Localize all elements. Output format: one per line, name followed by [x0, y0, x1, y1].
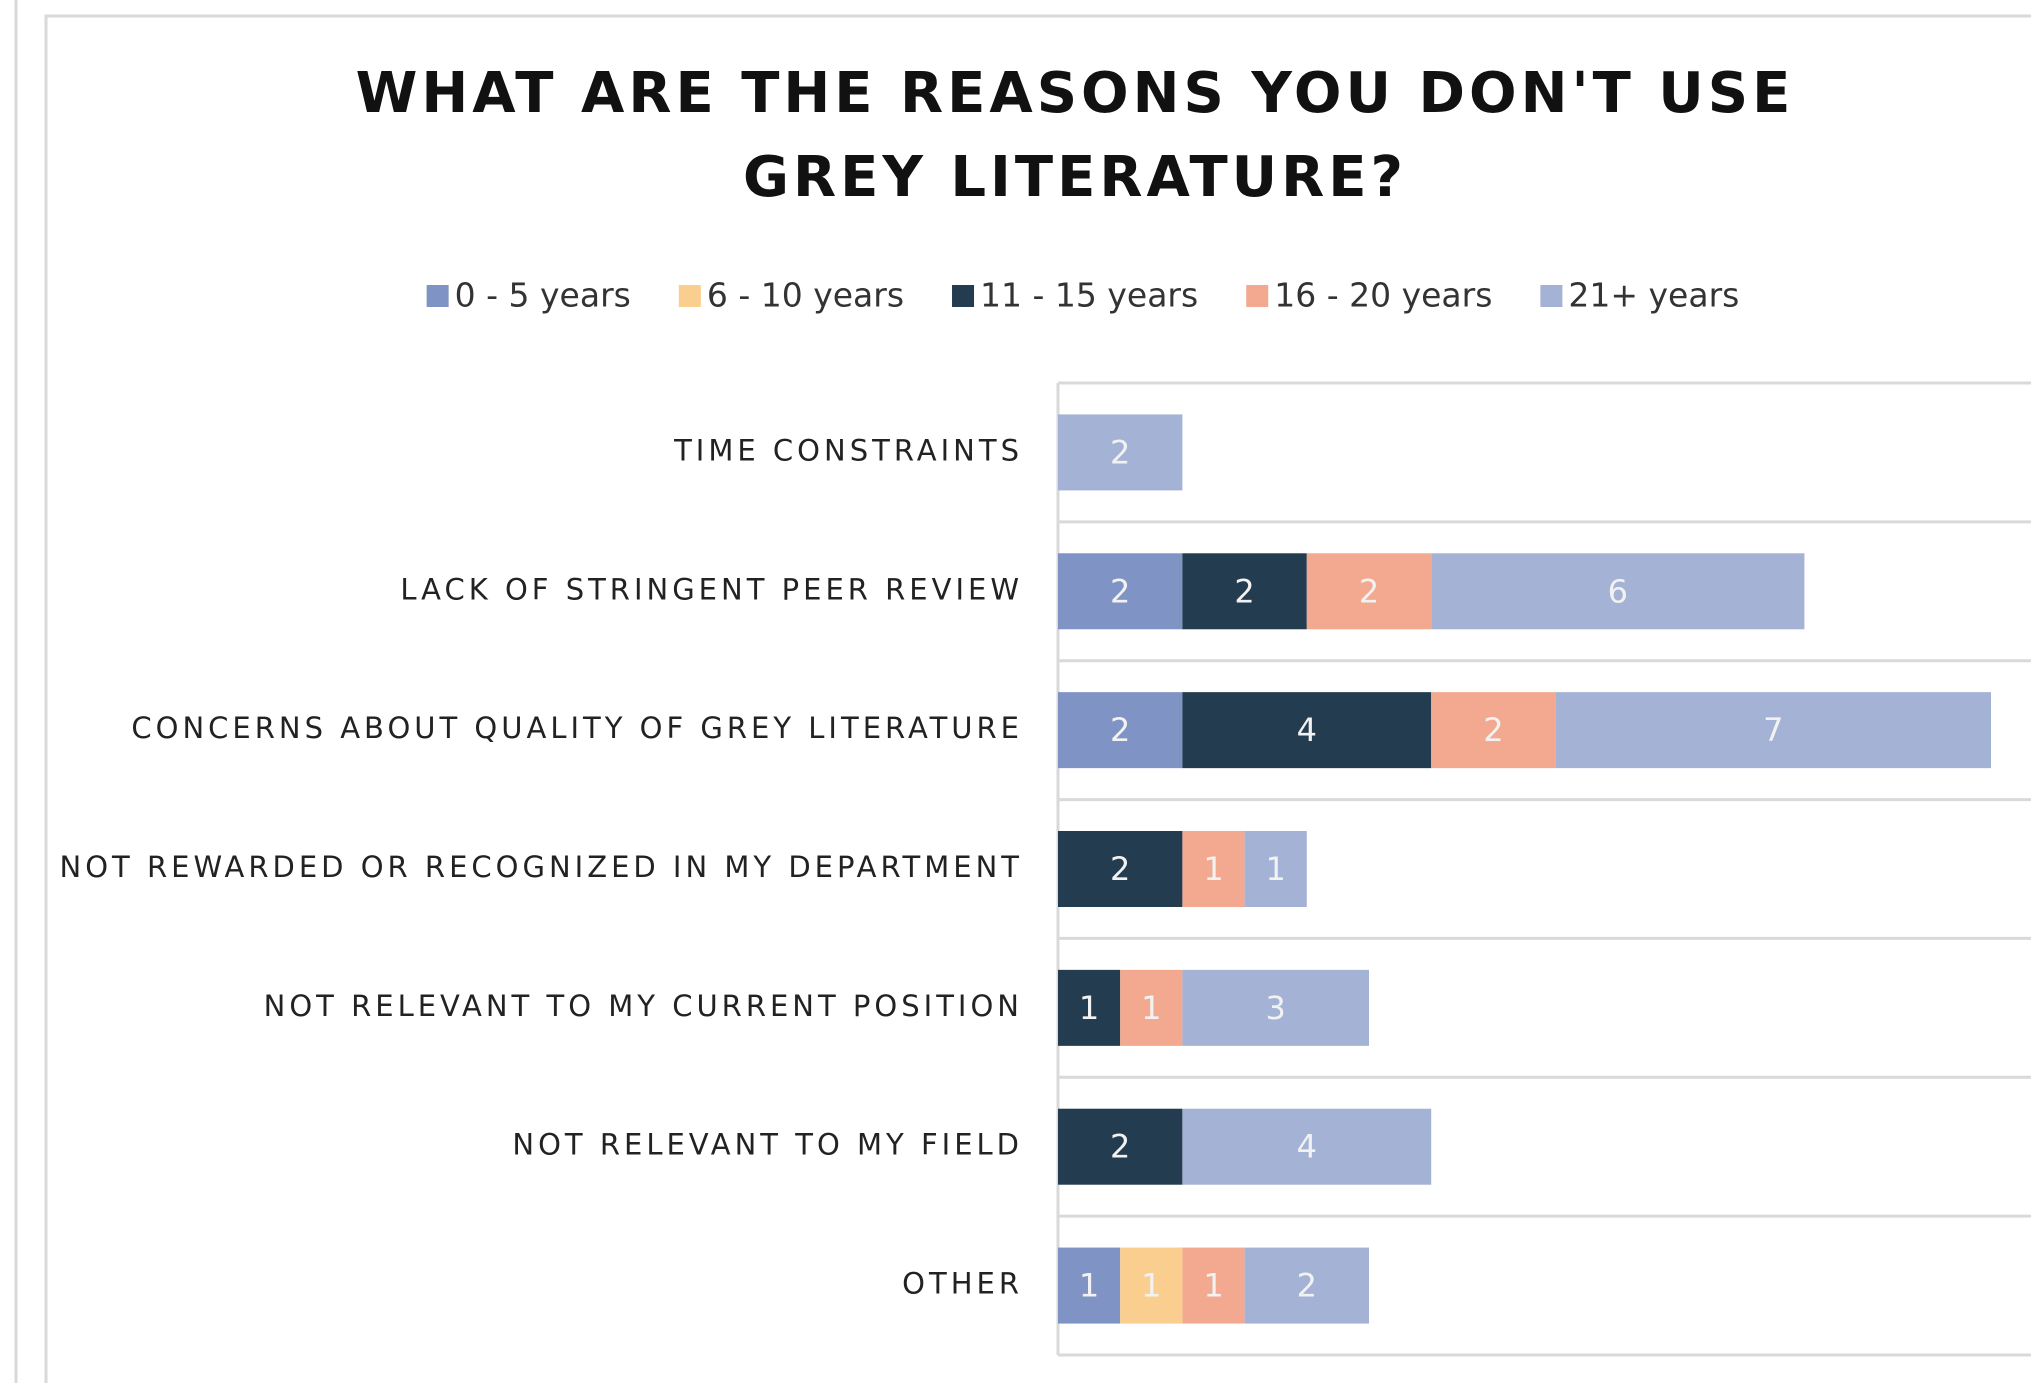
data-label: 7: [1763, 711, 1783, 749]
bar-segment: [1244, 831, 1307, 907]
bar-segment: [1058, 692, 1183, 769]
data-label: 2: [1110, 1128, 1130, 1166]
legend-label: 11 - 15 years: [980, 276, 1198, 315]
category-label: NOT RELEVANT TO MY CURRENT POSITION: [264, 989, 1023, 1023]
legend-swatch: [1540, 285, 1563, 307]
legend-label: 21+ years: [1568, 276, 1739, 315]
bar-segment: [1244, 1247, 1369, 1324]
data-label: 1: [1203, 850, 1223, 888]
category-label: OTHER: [902, 1267, 1023, 1301]
plot-area: TIME CONSTRAINTS LACK OF STRINGENT PEER R…: [60, 381, 2031, 1357]
data-label: 2: [1483, 711, 1503, 749]
data-label: 1: [1141, 989, 1161, 1027]
bar-segment: [1182, 831, 1245, 907]
bar-segment: [1058, 553, 1183, 630]
bar-segment: [1431, 553, 1805, 630]
bar-segment: [1120, 1247, 1183, 1324]
data-label: 6: [1608, 572, 1628, 610]
bar-segment: [1120, 969, 1183, 1046]
bar-segment: [1058, 1108, 1183, 1185]
bar-segment: [1058, 1247, 1121, 1324]
chart-frame: [44, 14, 2031, 1383]
data-label: 4: [1297, 1128, 1317, 1166]
legend-swatch: [1246, 285, 1269, 307]
legend-label: 0 - 5 years: [455, 276, 631, 315]
data-label: 3: [1266, 989, 1286, 1027]
bar-segment: [1182, 553, 1307, 630]
legend: 0 - 5 years 6 - 10 years 11 - 15 years 16 -…: [426, 276, 1739, 315]
bar-segment: [1182, 1247, 1245, 1324]
data-label: 1: [1141, 1267, 1161, 1305]
data-label: 1: [1203, 1267, 1223, 1305]
chart-title-group: WHAT ARE THE REASONS YOU DON'T USE GREY L…: [356, 61, 1795, 210]
data-label: 2: [1110, 850, 1130, 888]
data-label: 2: [1110, 433, 1130, 471]
legend-swatch: [952, 285, 975, 307]
bar-segment: [1182, 969, 1369, 1046]
category-label: LACK OF STRINGENT PEER REVIEW: [400, 572, 1023, 606]
legend-label: 16 - 20 years: [1274, 276, 1492, 315]
data-label: 1: [1079, 1267, 1099, 1305]
bar-segment: [1058, 414, 1183, 491]
category-label: TIME CONSTRAINTS: [673, 433, 1023, 467]
bar-segment: [1306, 553, 1432, 630]
legend-swatch: [678, 285, 701, 307]
data-label: 2: [1234, 572, 1254, 610]
legend-label: 6 - 10 years: [707, 276, 904, 315]
data-label: 2: [1110, 711, 1130, 749]
legend-swatch: [426, 285, 449, 307]
data-label: 1: [1079, 989, 1099, 1027]
data-label: 2: [1359, 572, 1379, 610]
bar-segment: [1058, 831, 1183, 907]
bar-segment: [1555, 692, 1991, 769]
bar-segment: [1058, 969, 1121, 1046]
category-label: CONCERNS ABOUT QUALITY OF GREY LITERATUR…: [131, 711, 1023, 745]
category-label: NOT RELEVANT TO MY FIELD: [512, 1128, 1023, 1162]
category-label: NOT REWARDED OR RECOGNIZED IN MY DEPARTM…: [60, 850, 1023, 884]
data-label: 4: [1297, 711, 1317, 749]
bar-segment: [1182, 1108, 1432, 1185]
chart-title: WHAT ARE THE REASONS YOU DON'T USE GREY L…: [356, 61, 1795, 210]
data-label: 2: [1110, 572, 1130, 610]
bar-segment: [1431, 692, 1556, 769]
data-label: 2: [1297, 1267, 1317, 1305]
bar-segment: [1182, 692, 1432, 769]
data-label: 1: [1266, 850, 1286, 888]
